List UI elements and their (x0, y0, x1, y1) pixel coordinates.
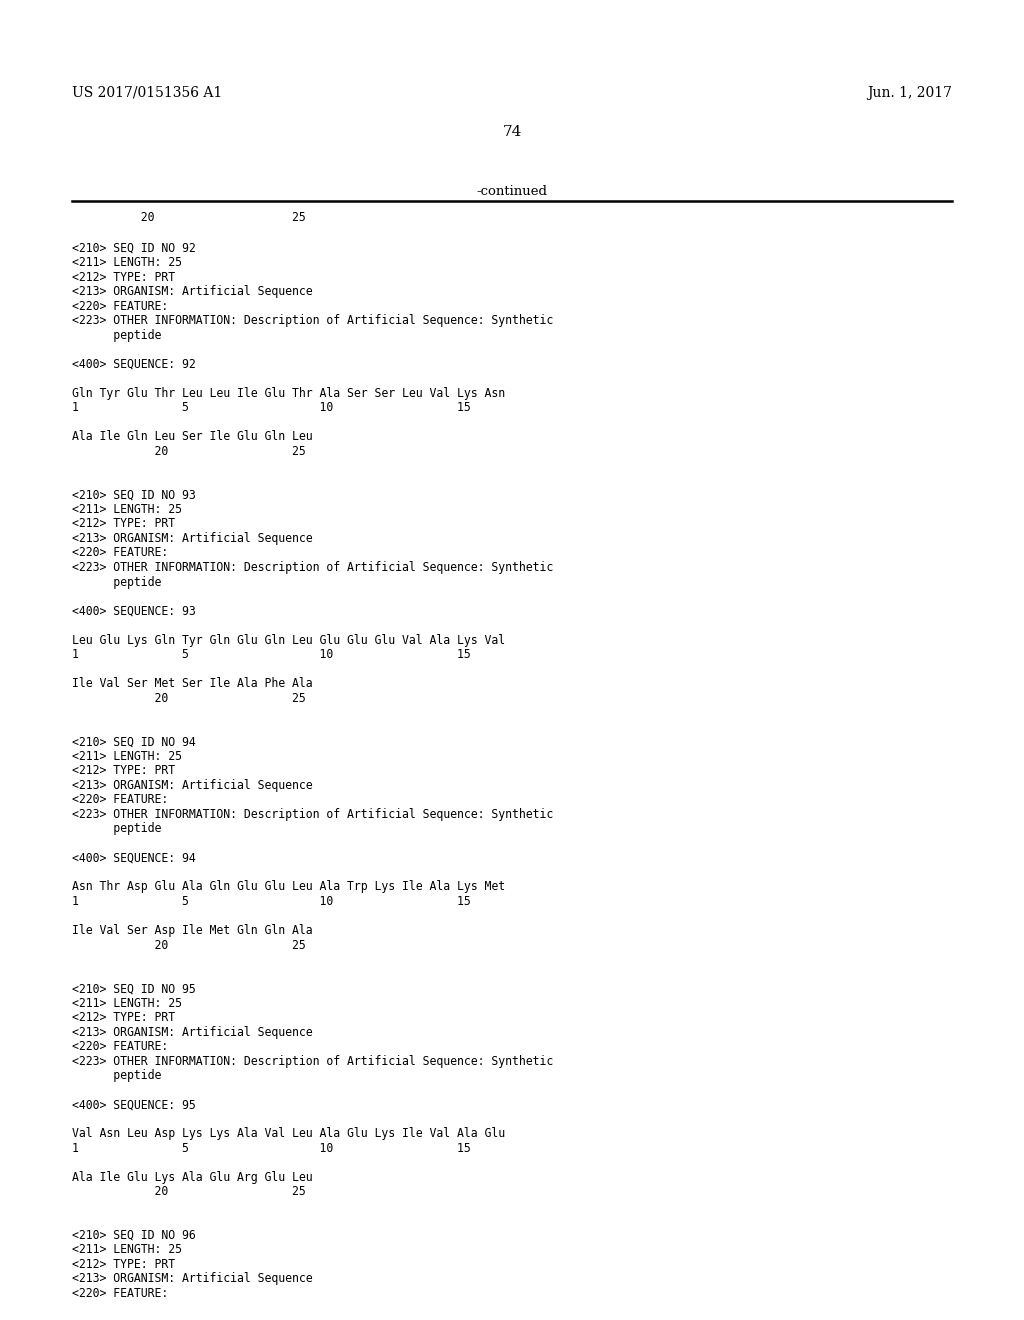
Text: Ala Ile Glu Lys Ala Glu Arg Glu Leu: Ala Ile Glu Lys Ala Glu Arg Glu Leu (72, 1171, 312, 1184)
Text: <213> ORGANISM: Artificial Sequence: <213> ORGANISM: Artificial Sequence (72, 1272, 312, 1286)
Text: peptide: peptide (72, 576, 161, 589)
Text: Leu Glu Lys Gln Tyr Gln Glu Gln Leu Glu Glu Glu Val Ala Lys Val: Leu Glu Lys Gln Tyr Gln Glu Gln Leu Glu … (72, 634, 505, 647)
Text: <212> TYPE: PRT: <212> TYPE: PRT (72, 764, 175, 777)
Text: <211> LENGTH: 25: <211> LENGTH: 25 (72, 1243, 181, 1257)
Text: <211> LENGTH: 25: <211> LENGTH: 25 (72, 997, 181, 1010)
Text: <213> ORGANISM: Artificial Sequence: <213> ORGANISM: Artificial Sequence (72, 285, 312, 298)
Text: 20                  25: 20 25 (72, 692, 305, 705)
Text: 1               5                   10                  15: 1 5 10 15 (72, 1142, 470, 1155)
Text: peptide: peptide (72, 1069, 161, 1082)
Text: <211> LENGTH: 25: <211> LENGTH: 25 (72, 750, 181, 763)
Text: Ile Val Ser Met Ser Ile Ala Phe Ala: Ile Val Ser Met Ser Ile Ala Phe Ala (72, 677, 312, 690)
Text: Ala Ile Gln Leu Ser Ile Glu Gln Leu: Ala Ile Gln Leu Ser Ile Glu Gln Leu (72, 430, 312, 444)
Text: 1               5                   10                  15: 1 5 10 15 (72, 648, 470, 661)
Text: <220> FEATURE:: <220> FEATURE: (72, 1287, 168, 1300)
Text: <212> TYPE: PRT: <212> TYPE: PRT (72, 1258, 175, 1271)
Text: US 2017/0151356 A1: US 2017/0151356 A1 (72, 86, 222, 100)
Text: peptide: peptide (72, 822, 161, 836)
Text: <212> TYPE: PRT: <212> TYPE: PRT (72, 517, 175, 531)
Text: 20                  25: 20 25 (72, 1185, 305, 1199)
Text: Val Asn Leu Asp Lys Lys Ala Val Leu Ala Glu Lys Ile Val Ala Glu: Val Asn Leu Asp Lys Lys Ala Val Leu Ala … (72, 1127, 505, 1140)
Text: 20                  25: 20 25 (72, 445, 305, 458)
Text: <210> SEQ ID NO 96: <210> SEQ ID NO 96 (72, 1229, 196, 1242)
Text: <213> ORGANISM: Artificial Sequence: <213> ORGANISM: Artificial Sequence (72, 1026, 312, 1039)
Text: <220> FEATURE:: <220> FEATURE: (72, 546, 168, 560)
Text: <212> TYPE: PRT: <212> TYPE: PRT (72, 271, 175, 284)
Text: peptide: peptide (72, 329, 161, 342)
Text: -continued: -continued (476, 185, 548, 198)
Text: <213> ORGANISM: Artificial Sequence: <213> ORGANISM: Artificial Sequence (72, 779, 312, 792)
Text: <220> FEATURE:: <220> FEATURE: (72, 793, 168, 807)
Text: Jun. 1, 2017: Jun. 1, 2017 (867, 86, 952, 100)
Text: <210> SEQ ID NO 95: <210> SEQ ID NO 95 (72, 982, 196, 995)
Text: <211> LENGTH: 25: <211> LENGTH: 25 (72, 256, 181, 269)
Text: <210> SEQ ID NO 92: <210> SEQ ID NO 92 (72, 242, 196, 255)
Text: <223> OTHER INFORMATION: Description of Artificial Sequence: Synthetic: <223> OTHER INFORMATION: Description of … (72, 561, 553, 574)
Text: <400> SEQUENCE: 92: <400> SEQUENCE: 92 (72, 358, 196, 371)
Text: 1               5                   10                  15: 1 5 10 15 (72, 895, 470, 908)
Text: <212> TYPE: PRT: <212> TYPE: PRT (72, 1011, 175, 1024)
Text: <223> OTHER INFORMATION: Description of Artificial Sequence: Synthetic: <223> OTHER INFORMATION: Description of … (72, 1055, 553, 1068)
Text: Ile Val Ser Asp Ile Met Gln Gln Ala: Ile Val Ser Asp Ile Met Gln Gln Ala (72, 924, 312, 937)
Text: Gln Tyr Glu Thr Leu Leu Ile Glu Thr Ala Ser Ser Leu Val Lys Asn: Gln Tyr Glu Thr Leu Leu Ile Glu Thr Ala … (72, 387, 505, 400)
Text: 1               5                   10                  15: 1 5 10 15 (72, 401, 470, 414)
Text: <223> OTHER INFORMATION: Description of Artificial Sequence: Synthetic: <223> OTHER INFORMATION: Description of … (72, 314, 553, 327)
Text: <211> LENGTH: 25: <211> LENGTH: 25 (72, 503, 181, 516)
Text: <210> SEQ ID NO 93: <210> SEQ ID NO 93 (72, 488, 196, 502)
Text: <220> FEATURE:: <220> FEATURE: (72, 1040, 168, 1053)
Text: <213> ORGANISM: Artificial Sequence: <213> ORGANISM: Artificial Sequence (72, 532, 312, 545)
Text: <400> SEQUENCE: 95: <400> SEQUENCE: 95 (72, 1098, 196, 1111)
Text: <400> SEQUENCE: 94: <400> SEQUENCE: 94 (72, 851, 196, 865)
Text: <220> FEATURE:: <220> FEATURE: (72, 300, 168, 313)
Text: Asn Thr Asp Glu Ala Gln Glu Glu Leu Ala Trp Lys Ile Ala Lys Met: Asn Thr Asp Glu Ala Gln Glu Glu Leu Ala … (72, 880, 505, 894)
Text: <210> SEQ ID NO 94: <210> SEQ ID NO 94 (72, 735, 196, 748)
Text: 74: 74 (503, 125, 521, 140)
Text: 20                    25: 20 25 (72, 211, 305, 224)
Text: <400> SEQUENCE: 93: <400> SEQUENCE: 93 (72, 605, 196, 618)
Text: <223> OTHER INFORMATION: Description of Artificial Sequence: Synthetic: <223> OTHER INFORMATION: Description of … (72, 808, 553, 821)
Text: 20                  25: 20 25 (72, 939, 305, 952)
